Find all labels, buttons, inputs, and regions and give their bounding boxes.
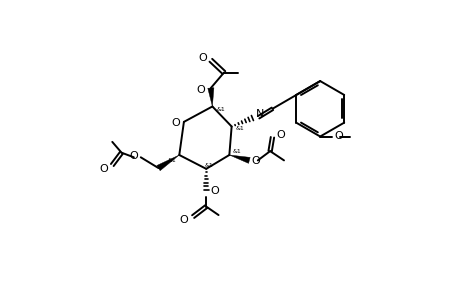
Text: O: O — [171, 118, 180, 128]
Text: O: O — [129, 151, 138, 161]
Text: &1: &1 — [217, 107, 226, 112]
Text: O: O — [335, 131, 344, 141]
Polygon shape — [229, 155, 250, 163]
Text: O: O — [100, 164, 109, 174]
Text: O: O — [180, 215, 189, 225]
Text: O: O — [196, 85, 205, 94]
Text: O: O — [251, 156, 261, 166]
Polygon shape — [157, 155, 179, 171]
Polygon shape — [208, 88, 214, 107]
Text: &1: &1 — [168, 158, 176, 163]
Text: O: O — [210, 186, 219, 196]
Text: &1: &1 — [235, 126, 244, 131]
Text: &1: &1 — [232, 149, 241, 154]
Text: N: N — [256, 109, 264, 119]
Text: O: O — [198, 53, 207, 63]
Text: &1: &1 — [205, 163, 213, 168]
Text: O: O — [276, 130, 285, 140]
